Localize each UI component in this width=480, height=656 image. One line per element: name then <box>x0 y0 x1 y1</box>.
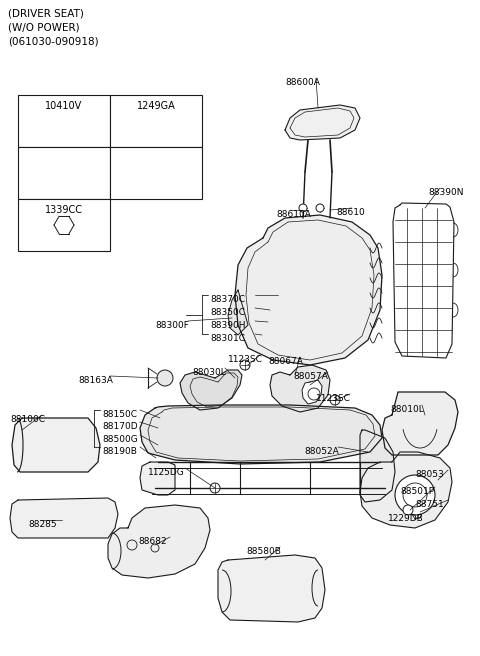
Circle shape <box>60 169 68 177</box>
Polygon shape <box>360 430 395 502</box>
Bar <box>18 147 110 199</box>
Text: 1339CC: 1339CC <box>45 205 83 215</box>
Polygon shape <box>10 498 118 538</box>
Circle shape <box>299 204 307 212</box>
Text: 88501P: 88501P <box>400 487 434 496</box>
Circle shape <box>240 360 250 370</box>
Polygon shape <box>12 418 100 472</box>
Circle shape <box>210 483 220 493</box>
Polygon shape <box>412 505 422 519</box>
Bar <box>18 95 110 147</box>
Text: 88053: 88053 <box>415 470 444 479</box>
Polygon shape <box>140 405 382 464</box>
Text: (W/O POWER): (W/O POWER) <box>8 22 80 32</box>
Text: 88067A: 88067A <box>268 357 303 366</box>
Text: 1229DB: 1229DB <box>388 514 424 523</box>
Text: 88163A: 88163A <box>78 376 113 385</box>
Bar <box>110 147 202 199</box>
Text: 88580B: 88580B <box>246 547 281 556</box>
Circle shape <box>56 165 72 181</box>
Text: 1123SC: 1123SC <box>228 355 263 364</box>
Polygon shape <box>285 105 360 140</box>
Text: 88010L: 88010L <box>390 405 424 414</box>
Text: 88170D: 88170D <box>102 422 138 431</box>
Polygon shape <box>108 505 210 578</box>
Text: 88285: 88285 <box>28 520 57 529</box>
Circle shape <box>157 370 173 386</box>
Text: 88350C: 88350C <box>210 308 245 317</box>
Text: 88390N: 88390N <box>428 188 464 197</box>
Text: 88301C: 88301C <box>210 334 245 343</box>
Text: 88150C: 88150C <box>102 410 137 419</box>
Text: (061030-090918): (061030-090918) <box>8 36 98 46</box>
Polygon shape <box>382 392 458 455</box>
Polygon shape <box>302 380 322 404</box>
Bar <box>18 199 110 251</box>
Text: 88751: 88751 <box>415 500 444 509</box>
Circle shape <box>395 475 435 515</box>
Polygon shape <box>360 452 452 528</box>
Polygon shape <box>218 555 325 622</box>
Circle shape <box>403 505 413 515</box>
Bar <box>110 95 202 147</box>
Text: 88390H: 88390H <box>210 321 245 330</box>
Text: 88052A: 88052A <box>304 447 339 456</box>
Text: 88500G: 88500G <box>102 435 138 444</box>
Text: 1125DG: 1125DG <box>148 468 185 477</box>
Text: 88610: 88610 <box>336 208 365 217</box>
Text: 88190B: 88190B <box>102 447 137 456</box>
Text: (DRIVER SEAT): (DRIVER SEAT) <box>8 8 84 18</box>
Polygon shape <box>235 215 382 365</box>
Polygon shape <box>393 203 454 358</box>
Text: 88682: 88682 <box>138 537 167 546</box>
Circle shape <box>316 204 324 212</box>
Text: 1123SC: 1123SC <box>316 394 351 403</box>
Polygon shape <box>140 462 175 495</box>
Text: 88057A: 88057A <box>293 372 328 381</box>
Text: 88610A: 88610A <box>276 210 311 219</box>
Text: 88600A: 88600A <box>285 78 320 87</box>
Text: 88030L: 88030L <box>192 368 226 377</box>
Text: 10410V: 10410V <box>46 101 83 111</box>
Circle shape <box>330 395 340 405</box>
Text: 88370C: 88370C <box>210 295 245 304</box>
Polygon shape <box>180 370 242 410</box>
Polygon shape <box>270 365 330 412</box>
Text: 88300F: 88300F <box>155 321 189 330</box>
Text: 88100C: 88100C <box>10 415 45 424</box>
Text: 1249GA: 1249GA <box>137 101 175 111</box>
Polygon shape <box>228 290 248 335</box>
